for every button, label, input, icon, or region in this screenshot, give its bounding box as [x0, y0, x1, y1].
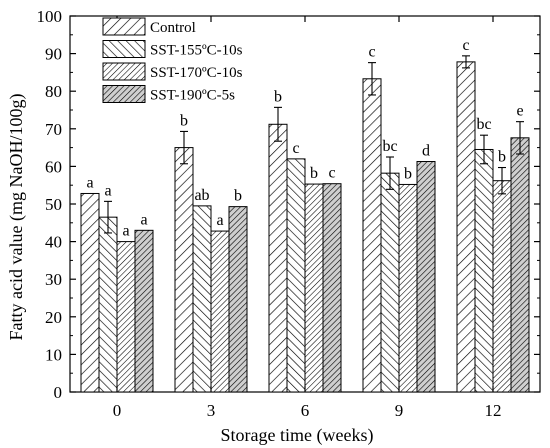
bar-1-week-12 [456, 61, 476, 393]
significance-label: bc [476, 116, 491, 133]
bar-4-week-12 [510, 137, 530, 393]
y-tick-label: 90 [45, 45, 62, 64]
bar-4-week-6 [322, 183, 342, 393]
significance-label: a [140, 211, 147, 228]
legend-swatch-1 [102, 17, 146, 36]
significance-label: b [404, 165, 412, 182]
significance-label: c [368, 44, 375, 61]
significance-label: e [516, 103, 523, 120]
bar-3-week-0 [116, 241, 136, 393]
bar-2-week-12 [474, 148, 494, 393]
y-tick-label: 60 [45, 157, 62, 176]
significance-label: c [292, 140, 299, 157]
y-tick-label: 20 [45, 308, 62, 327]
legend-swatch-3 [102, 62, 146, 81]
bar-3-week-12 [492, 180, 512, 393]
bar-2-week-3 [192, 205, 212, 393]
significance-label: b [498, 149, 506, 166]
bar-4-week-9 [416, 161, 436, 393]
legend-label-1: Control [150, 20, 196, 36]
x-tick-label: 3 [207, 401, 216, 420]
significance-label: b [234, 188, 242, 205]
y-tick-label: 10 [45, 345, 62, 364]
bar-2-week-9 [380, 172, 400, 393]
significance-label: c [328, 165, 335, 182]
y-tick-label: 0 [54, 383, 63, 402]
significance-label: c [462, 37, 469, 54]
legend-swatch-4 [102, 85, 146, 103]
x-tick-label: 6 [301, 401, 310, 420]
significance-label: b [180, 112, 188, 129]
ticks-layer: 0 10 20 30 40 50 60 70 80 90 100 0 3 6 9 12 [37, 7, 540, 420]
significance-label: bc [382, 138, 397, 155]
significance-label: a [104, 182, 111, 199]
bar-1-week-6 [268, 123, 288, 393]
x-axis-label: Storage time (weeks) [221, 425, 374, 446]
significance-label: b [310, 165, 318, 182]
bar-2-week-6 [286, 158, 306, 393]
legend-label-3: SST-170ºC-10s [150, 65, 243, 81]
significance-label: a [122, 223, 129, 240]
y-tick-label: 100 [37, 7, 63, 26]
bar-3-week-6 [304, 183, 324, 393]
legend-label-4: SST-190ºC-5s [150, 88, 235, 104]
x-tick-label: 0 [113, 401, 122, 420]
significance-label: b [274, 88, 282, 105]
y-tick-label: 50 [45, 195, 62, 214]
x-tick-label: 12 [485, 401, 502, 420]
y-tick-label: 40 [45, 233, 62, 252]
y-tick-label: 80 [45, 82, 62, 101]
legend-swatch-2 [102, 40, 146, 58]
bar-3-week-9 [398, 183, 418, 393]
y-axis-label: Fatty acid value (mg NaOH/100g) [6, 94, 27, 341]
y-tick-label: 70 [45, 120, 62, 139]
bar-2-week-0 [98, 216, 118, 393]
bar-1-week-9 [362, 78, 382, 393]
y-tick-label: 30 [45, 270, 62, 289]
bars-layer [80, 61, 530, 393]
significance-label: ab [194, 187, 209, 204]
bar-1-week-0 [80, 192, 100, 393]
x-tick-label: 9 [395, 401, 404, 420]
legend-label-2: SST-155ºC-10s [150, 43, 243, 59]
bar-4-week-0 [134, 229, 154, 393]
significance-label: a [216, 212, 223, 229]
bar-4-week-3 [228, 206, 248, 393]
bar-1-week-3 [174, 147, 194, 393]
legend: Control SST-155ºC-10s SST-170ºC-10s SST-190… [102, 17, 243, 104]
significance-label: d [422, 143, 430, 160]
significance-label: a [86, 174, 93, 191]
bar-3-week-3 [210, 230, 230, 393]
error-bars-layer [104, 55, 524, 234]
